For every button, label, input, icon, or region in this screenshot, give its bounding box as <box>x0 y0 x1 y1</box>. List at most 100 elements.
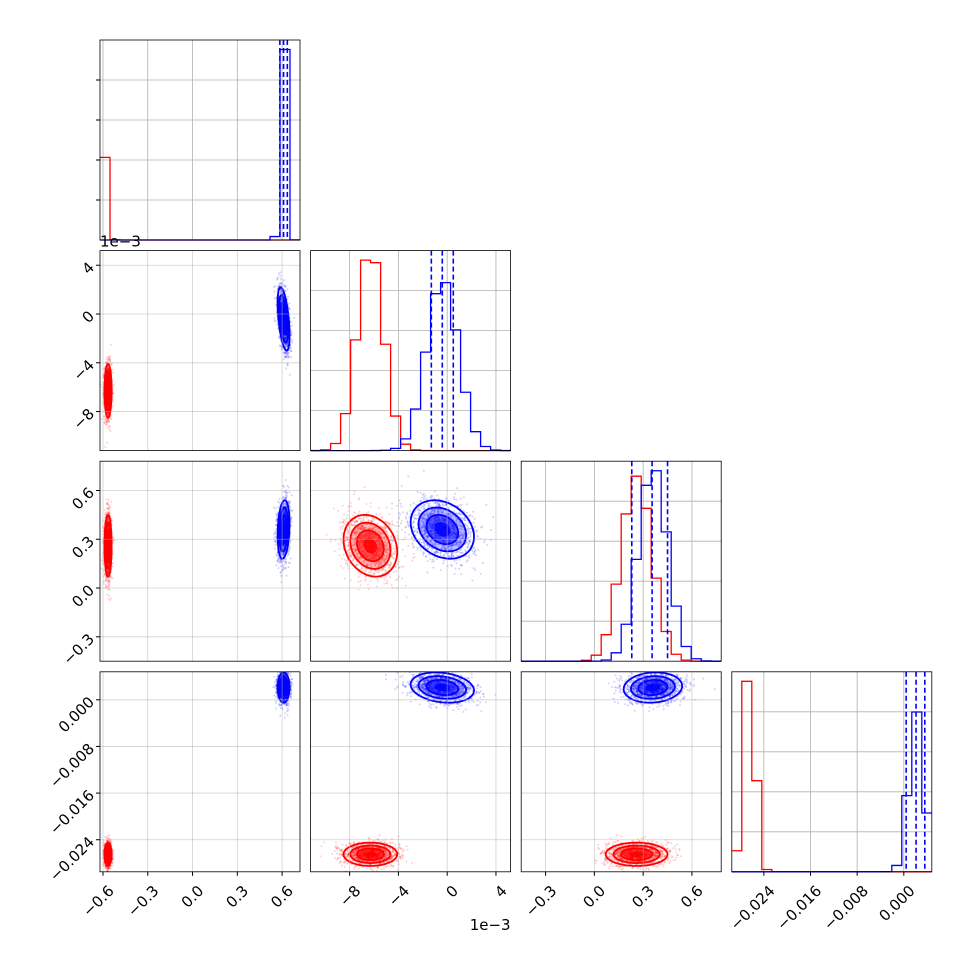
sample-point <box>288 307 291 310</box>
sample-point <box>282 560 285 563</box>
sample-point <box>283 509 286 512</box>
sample-point <box>106 577 109 580</box>
sample-point <box>284 286 287 289</box>
density-contour <box>278 294 290 344</box>
sample-point <box>284 285 287 287</box>
sample-point <box>107 526 110 529</box>
sample-point <box>285 344 288 347</box>
sample-point <box>276 559 279 561</box>
sample-point <box>282 545 285 547</box>
sample-point <box>283 335 286 338</box>
sample-point <box>107 412 110 415</box>
sample-point <box>288 562 291 565</box>
sample-point <box>107 512 110 515</box>
sample-point <box>282 503 285 506</box>
sample-point <box>284 343 287 346</box>
sample-point <box>284 490 287 493</box>
sample-point <box>282 568 285 571</box>
sample-point <box>107 503 110 506</box>
sample-point <box>106 418 108 421</box>
sample-point <box>288 550 291 553</box>
density-contour <box>279 301 288 336</box>
sample-point <box>109 355 111 358</box>
sample-point <box>279 291 282 294</box>
sample-point <box>278 284 281 287</box>
sample-point <box>275 564 278 567</box>
sample-point <box>109 576 112 579</box>
sample-point <box>285 336 288 339</box>
sample-point <box>106 367 109 370</box>
sample-point <box>106 367 109 370</box>
sample-point <box>284 339 287 342</box>
sample-point <box>106 502 108 505</box>
density-fill <box>282 311 286 327</box>
sample-point <box>285 355 288 358</box>
sample-point <box>284 479 287 481</box>
sample-point <box>106 367 109 370</box>
sample-point <box>103 418 106 421</box>
sample-point <box>110 520 113 523</box>
sample-point <box>112 371 115 374</box>
sample-point <box>106 519 109 522</box>
sample-point <box>107 580 110 583</box>
sample-point <box>280 570 282 573</box>
sample-point <box>106 511 109 514</box>
sample-point <box>274 285 277 288</box>
sample-point <box>283 351 285 354</box>
density-contour <box>105 376 111 406</box>
sample-point <box>110 501 113 503</box>
sample-point <box>285 561 288 564</box>
sample-point <box>285 497 288 500</box>
sample-point <box>107 569 109 572</box>
sample-point <box>112 405 115 408</box>
sample-point <box>110 418 113 420</box>
sample-point <box>285 343 287 346</box>
sample-point <box>105 420 108 423</box>
sample-point <box>107 527 110 530</box>
sample-point <box>289 557 292 560</box>
sample-point <box>107 571 110 574</box>
sample-point <box>103 368 106 371</box>
panel-background <box>100 461 300 662</box>
sample-point <box>107 412 110 415</box>
sample-point <box>289 321 292 324</box>
panel-frame <box>310 250 512 452</box>
sample-point <box>279 552 282 554</box>
sample-point <box>290 350 293 352</box>
sample-point <box>104 574 106 576</box>
sample-point <box>108 581 111 584</box>
sample-point <box>103 422 106 425</box>
sample-point <box>108 359 111 362</box>
sample-point <box>291 324 294 327</box>
sample-point <box>275 553 278 556</box>
sample-point <box>287 351 290 354</box>
sample-point <box>273 297 276 300</box>
sample-point <box>112 391 115 394</box>
sample-point <box>105 498 108 501</box>
sample-point <box>290 356 293 359</box>
sample-point <box>278 282 281 285</box>
sample-point <box>280 290 282 293</box>
sample-point <box>106 588 109 590</box>
sample-point <box>284 502 287 505</box>
sample-point <box>107 367 110 370</box>
sample-point <box>103 421 106 424</box>
sample-point <box>107 570 110 572</box>
sample-point <box>104 516 106 519</box>
sample-point <box>108 428 111 431</box>
sample-point <box>286 494 288 497</box>
sample-point <box>106 507 108 510</box>
density-fill <box>107 538 109 554</box>
sample-point <box>284 351 286 354</box>
sample-point <box>291 339 294 342</box>
sample-point <box>273 319 276 322</box>
sample-point <box>273 290 276 293</box>
sample-point <box>290 338 293 341</box>
sample-point <box>107 584 110 587</box>
sample-point <box>278 285 280 287</box>
sample-point <box>108 509 111 512</box>
sample-point <box>290 334 293 337</box>
sample-point <box>112 392 115 395</box>
sample-point <box>105 512 108 515</box>
hist-panel-0 <box>96 39 301 241</box>
